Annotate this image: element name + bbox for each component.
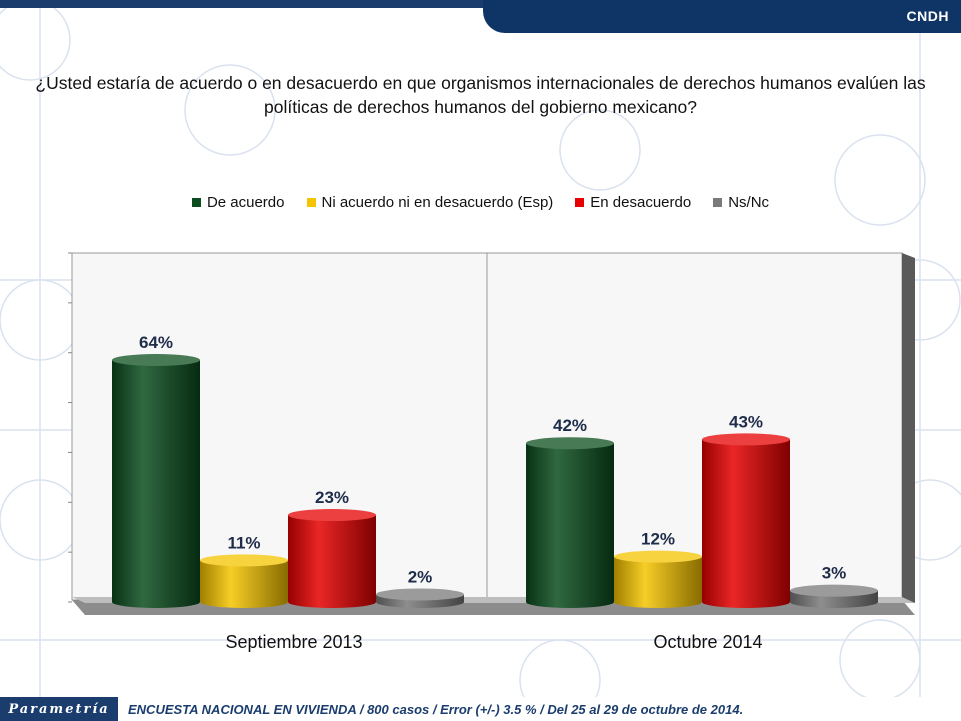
- footer-survey-note: ENCUESTA NACIONAL EN VIVIENDA / 800 caso…: [128, 702, 744, 717]
- data-label: 42%: [553, 416, 587, 435]
- labels-group: 64% 11% 23% 2% Septiembre 2013 42% 12% 43% 3% Oct…: [139, 333, 846, 652]
- data-label: 11%: [227, 533, 260, 552]
- legend-item: Ns/Nc: [713, 194, 769, 211]
- data-label: 12%: [641, 530, 675, 549]
- bar: [200, 560, 288, 608]
- data-label: 23%: [315, 488, 349, 507]
- bar: [526, 443, 614, 608]
- data-label: 3%: [822, 564, 847, 583]
- legend-label: En desacuerdo: [590, 193, 692, 211]
- legend-swatch: [191, 197, 201, 207]
- legend-item: En desacuerdo: [575, 194, 691, 211]
- data-label: 64%: [139, 333, 173, 352]
- axis-ticks: [68, 252, 72, 603]
- legend-item: Ni acuerdo ni en desacuerdo (Esp): [306, 193, 554, 211]
- bar: [614, 556, 702, 608]
- bar-cap: [702, 433, 790, 446]
- top-bar: [0, 0, 961, 8]
- brand-tab: CNDH: [483, 0, 961, 33]
- chart-question: ¿Usted estaría de acuerdo o en desacuerd…: [35, 73, 926, 117]
- footer-bar: [0, 697, 961, 721]
- legend-swatch: [306, 197, 316, 207]
- footer-logo: Parametría: [0, 697, 118, 721]
- bar-cap: [526, 437, 614, 450]
- legend-item: De acuerdo: [191, 193, 285, 211]
- bar-cap: [288, 509, 376, 522]
- category-label: Octubre 2014: [653, 632, 762, 652]
- legend-label: Ns/Nc: [728, 193, 770, 211]
- plot-side-wall: [902, 253, 915, 603]
- data-label: 2%: [408, 567, 433, 586]
- bars-group: [112, 354, 878, 608]
- bar-cap: [200, 554, 288, 567]
- bar: [112, 360, 200, 608]
- bar-cap: [790, 584, 878, 597]
- category-label: Septiembre 2013: [225, 632, 362, 652]
- legend-swatch: [713, 197, 723, 207]
- bar-cap: [112, 354, 200, 366]
- legend-label: Ni acuerdo ni en desacuerdo (Esp): [321, 193, 554, 211]
- bar: [288, 515, 376, 608]
- bar-cap: [614, 550, 702, 563]
- brand-label: CNDH: [906, 8, 949, 24]
- bar-cap: [376, 588, 464, 601]
- legend-label: De acuerdo: [206, 193, 285, 211]
- data-label: 43%: [729, 412, 763, 431]
- chart-legend: De acuerdo Ni acuerdo ni en desacuerdo (E…: [0, 191, 961, 213]
- legend-swatch: [575, 197, 585, 207]
- bar: [702, 439, 790, 608]
